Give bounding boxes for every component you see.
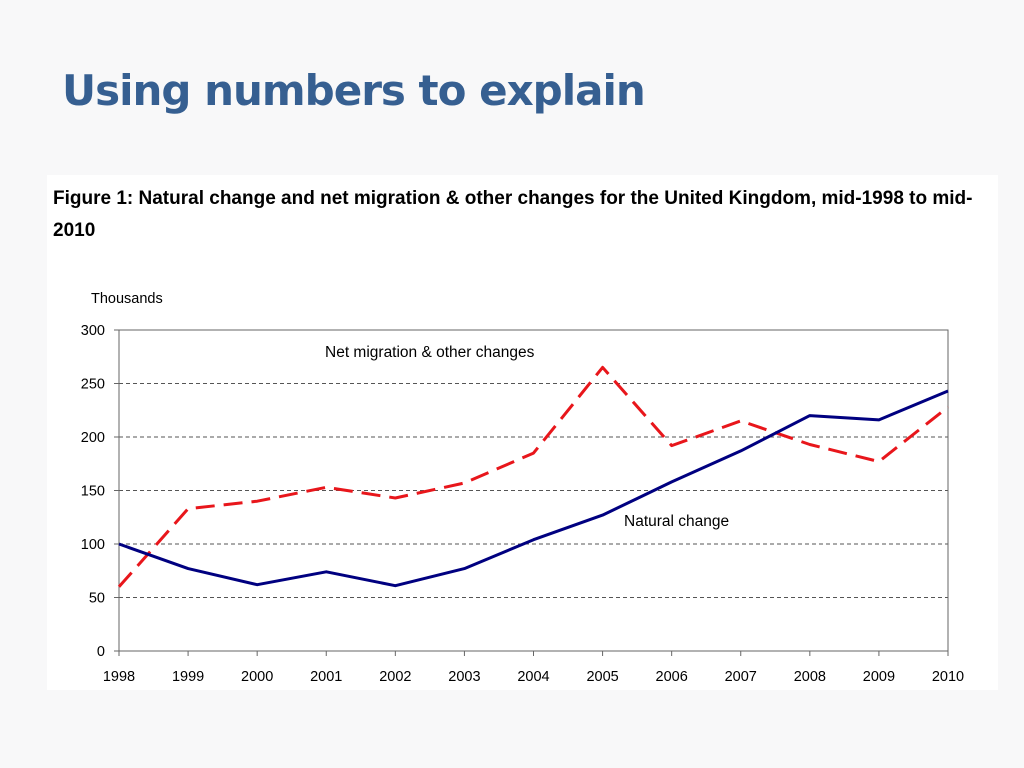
series-line-natural-change xyxy=(118,389,949,588)
x-tick-label: 2006 xyxy=(656,669,688,685)
x-tick-label: 1999 xyxy=(172,669,204,685)
figure-panel: Figure 1: Natural change and net migrati… xyxy=(47,175,998,690)
y-axis-ticks: 0 50 100 150 200 250 300 xyxy=(81,323,119,660)
y-tick-label: 50 xyxy=(89,591,105,607)
x-axis-ticks: 1998 1999 2000 2001 2002 2003 2004 2005 2006 2007… xyxy=(103,651,964,685)
y-axis-label: Thousands xyxy=(91,291,163,307)
y-tick-label: 0 xyxy=(97,644,105,660)
y-tick-label: 150 xyxy=(81,484,105,500)
x-tick-label: 2005 xyxy=(586,669,618,685)
y-tick-label: 100 xyxy=(81,537,105,553)
x-tick-label: 2008 xyxy=(794,669,826,685)
series-label-natural-change: Natural change xyxy=(624,513,729,530)
series-lines xyxy=(117,365,949,588)
figure-caption: Figure 1: Natural change and net migrati… xyxy=(53,188,973,241)
slide-title: Using numbers to explain xyxy=(62,66,646,115)
series-line-net-migration xyxy=(117,365,949,588)
x-tick-label: 2000 xyxy=(241,669,273,685)
x-tick-label: 2007 xyxy=(725,669,757,685)
gridlines xyxy=(119,383,948,598)
x-tick-label: 2010 xyxy=(932,669,964,685)
x-tick-label: 2002 xyxy=(379,669,411,685)
x-tick-label: 2003 xyxy=(448,669,480,685)
series-label-net-migration: Net migration & other changes xyxy=(325,344,535,361)
x-tick-label: 1998 xyxy=(103,669,135,685)
x-tick-label: 2009 xyxy=(863,669,895,685)
y-tick-label: 300 xyxy=(81,323,105,339)
y-tick-label: 250 xyxy=(81,377,105,393)
x-tick-label: 2004 xyxy=(517,669,549,685)
line-chart: Thousands 0 50 100 150 200 250 300 1998 1999 200… xyxy=(81,291,964,685)
y-tick-label: 200 xyxy=(81,430,105,446)
x-tick-label: 2001 xyxy=(310,669,342,685)
